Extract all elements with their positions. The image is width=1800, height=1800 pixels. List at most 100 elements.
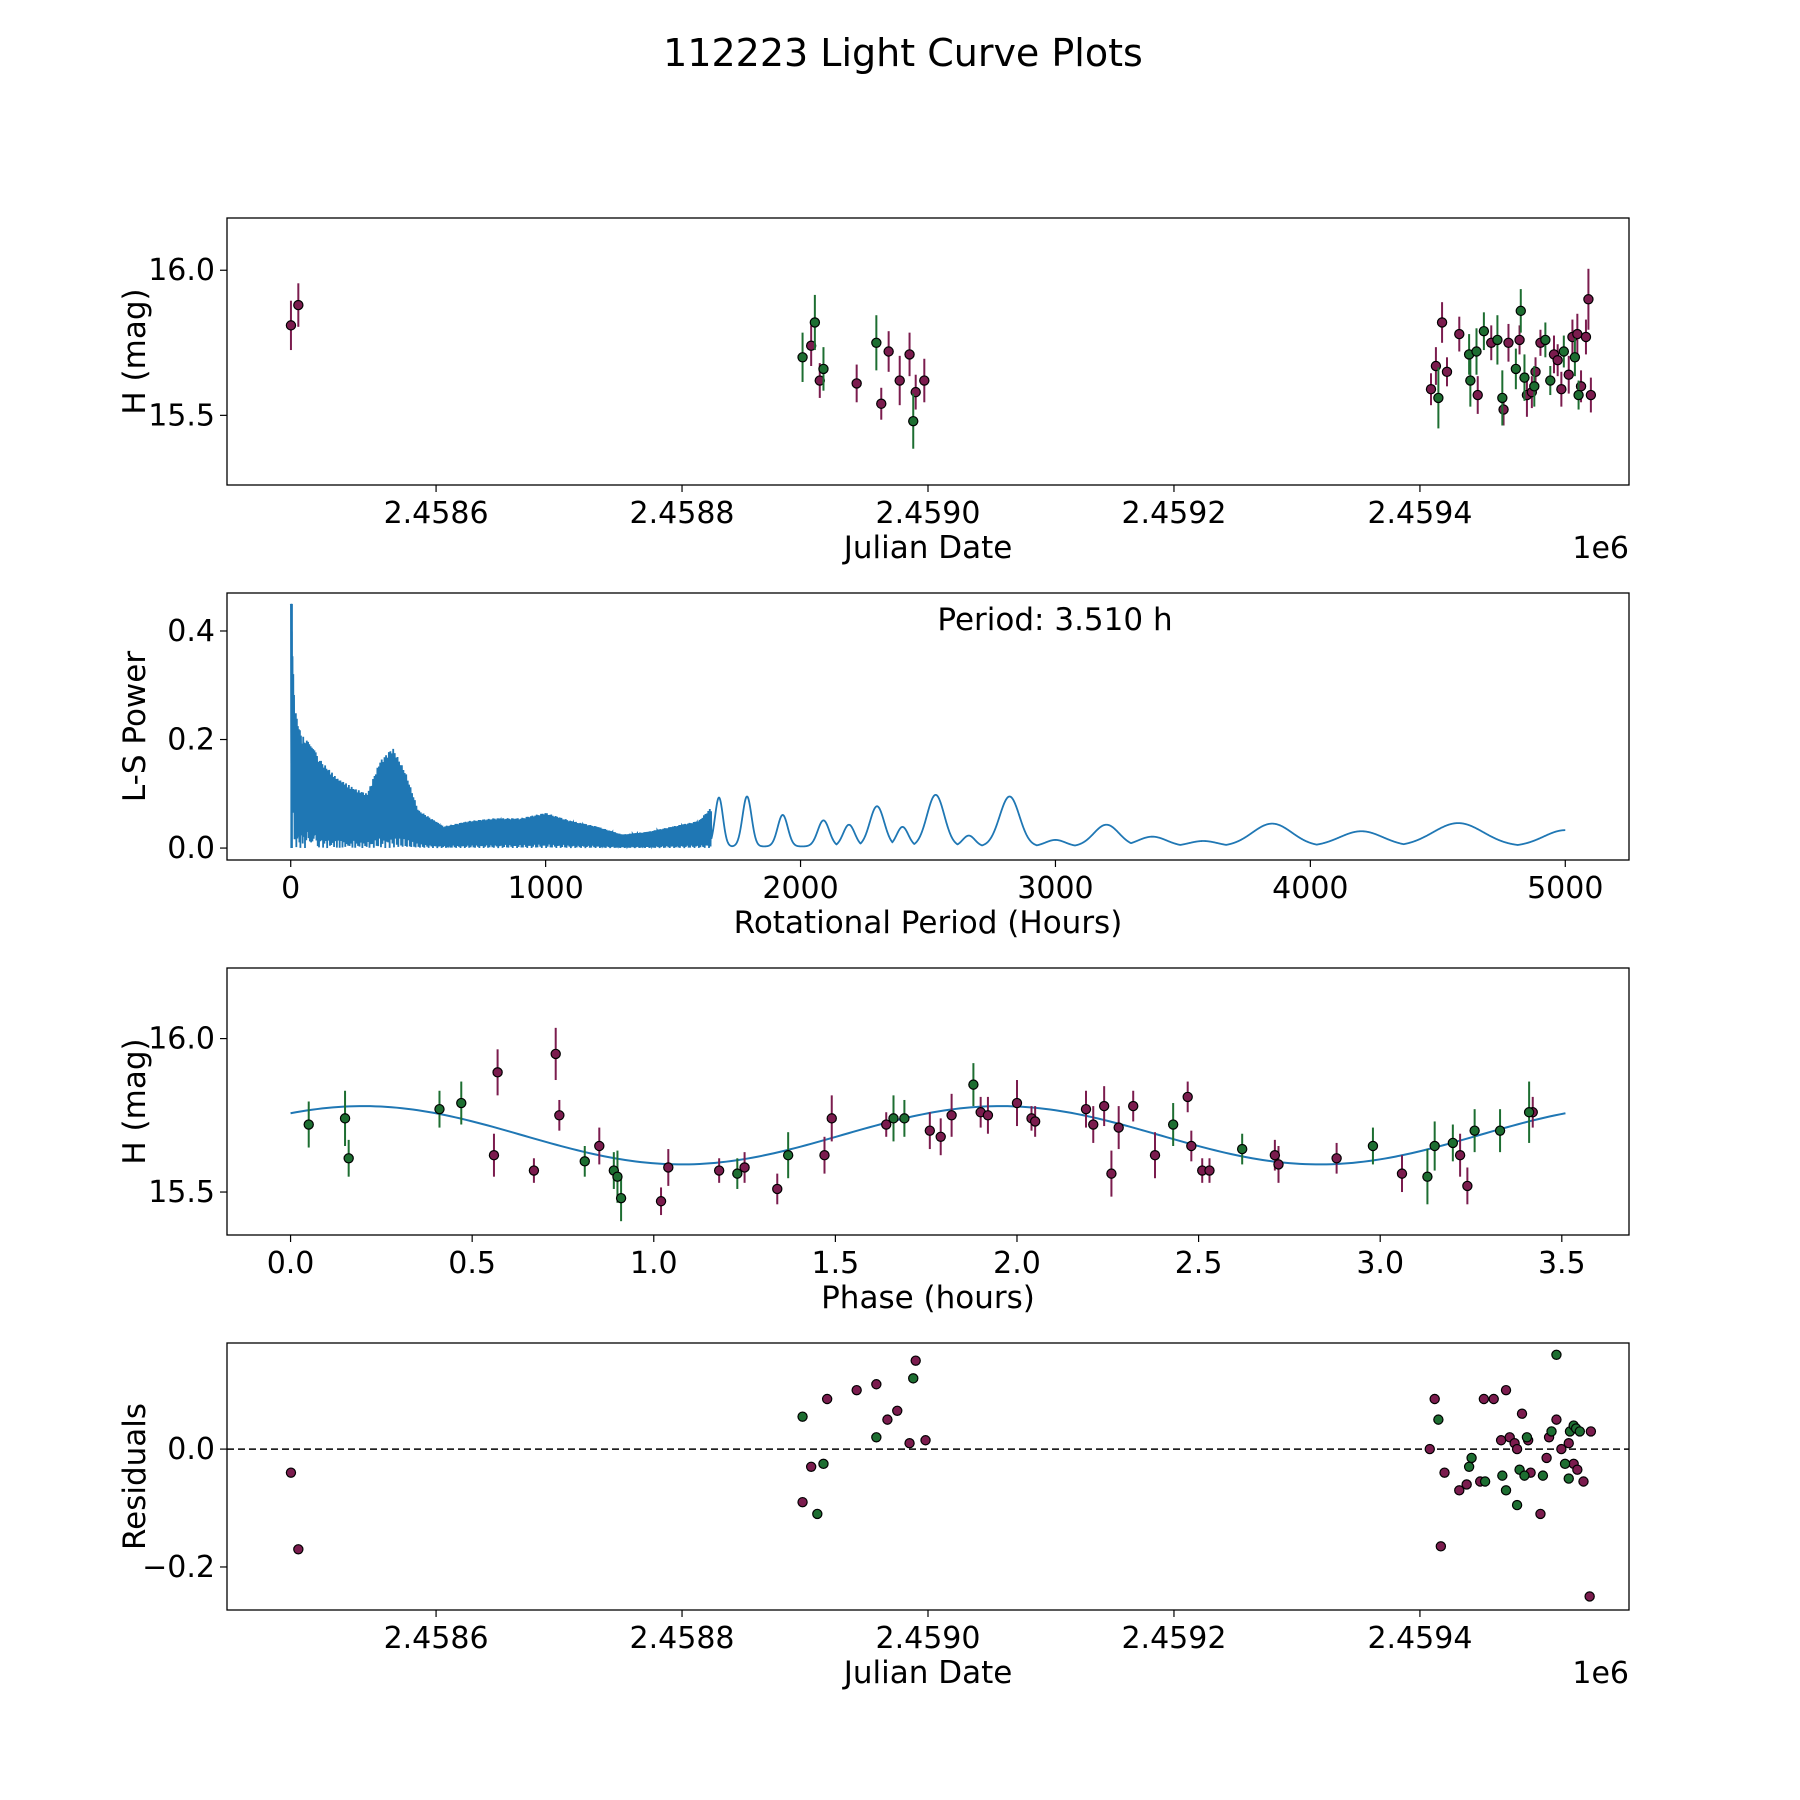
- data-point: [894, 375, 905, 386]
- y-axis-label: H (mag): [117, 288, 153, 414]
- data-point: [1519, 372, 1530, 383]
- x-tick-label: 2.0: [993, 1246, 1041, 1281]
- residuals-plot-area: [227, 1349, 1629, 1602]
- data-point: [1511, 1443, 1523, 1455]
- data-point: [1573, 389, 1584, 401]
- data-point: [1128, 1100, 1139, 1112]
- x-offset-label: 1e6: [1572, 1656, 1629, 1691]
- data-point: [1497, 392, 1508, 404]
- data-point: [881, 1119, 892, 1130]
- x-tick-label: 1.0: [630, 1246, 678, 1281]
- data-point: [1521, 1432, 1533, 1443]
- data-point: [1551, 1349, 1562, 1360]
- x-tick-label: 1.5: [812, 1246, 860, 1281]
- data-point: [871, 1379, 882, 1390]
- x-axis-label: Julian Date: [842, 530, 1013, 566]
- light-curve-series-b: [797, 289, 1584, 449]
- x-offset-label: 1e6: [1572, 531, 1629, 566]
- periodogram-line: [289, 603, 1566, 850]
- data-point: [1454, 1485, 1465, 1496]
- data-point: [935, 1131, 946, 1142]
- data-point: [1433, 392, 1444, 404]
- x-tick-label: 4000: [1272, 871, 1348, 906]
- data-point: [818, 363, 829, 375]
- data-point: [919, 375, 930, 386]
- data-point: [1478, 1393, 1490, 1405]
- period-annotation: Period: 3.510 h: [937, 602, 1172, 638]
- data-point: [554, 1110, 565, 1121]
- data-point: [1585, 1426, 1597, 1437]
- data-point: [293, 299, 304, 311]
- data-point: [528, 1165, 540, 1176]
- data-point: [968, 1079, 979, 1090]
- x-tick-label: 2.4592: [1121, 1621, 1226, 1656]
- data-point: [1559, 1458, 1571, 1470]
- data-point: [1495, 1435, 1507, 1446]
- data-point: [821, 1393, 833, 1405]
- data-point: [579, 1156, 590, 1167]
- data-point: [492, 1067, 503, 1078]
- data-point: [1436, 317, 1448, 328]
- data-point: [812, 1508, 823, 1520]
- data-point: [1447, 1137, 1459, 1149]
- data-point: [1098, 1100, 1110, 1112]
- data-point: [1462, 1180, 1473, 1192]
- data-point: [1541, 1452, 1552, 1464]
- data-point: [892, 1405, 903, 1416]
- data-point: [732, 1168, 743, 1179]
- data-point: [1424, 1443, 1435, 1455]
- data-point: [1273, 1159, 1284, 1170]
- data-point: [1578, 1476, 1589, 1487]
- y-tick-label: 0.4: [167, 614, 215, 649]
- data-point: [550, 1048, 561, 1060]
- x-tick-label: 0.0: [267, 1246, 315, 1281]
- data-point: [1552, 355, 1563, 366]
- data-point: [882, 1414, 893, 1425]
- data-point: [1530, 366, 1541, 378]
- data-point: [456, 1097, 467, 1109]
- data-point: [1269, 1150, 1281, 1161]
- x-tick-label: 0: [281, 871, 300, 906]
- data-point: [1556, 1443, 1567, 1455]
- periodogram-panel: 0 1000 2000 3000 4000 5000 0.0 0.2 0.4 Rotational…: [117, 592, 1630, 941]
- data-point: [851, 378, 862, 389]
- x-tick-label: 2.4592: [1121, 496, 1226, 531]
- y-tick-label: 0.0: [167, 1432, 215, 1467]
- data-point: [818, 1458, 829, 1470]
- data-point: [1494, 1125, 1506, 1136]
- light-curve-series-a: [285, 268, 1597, 426]
- phase-folded-series-a: [488, 1027, 1538, 1216]
- periodogram-axes-frame: [226, 592, 1630, 861]
- data-point: [1514, 334, 1525, 346]
- data-point: [797, 1496, 808, 1508]
- data-point: [1396, 1168, 1408, 1179]
- data-point: [904, 1437, 915, 1449]
- y-tick-label: −0.2: [142, 1550, 215, 1585]
- data-point: [1500, 1384, 1512, 1396]
- x-axis-label: Phase (hours): [821, 1280, 1035, 1316]
- data-point: [1510, 363, 1522, 375]
- data-point: [1498, 404, 1509, 415]
- data-point: [1558, 346, 1570, 357]
- data-point: [851, 1384, 862, 1396]
- y-axis-label: H (mag): [117, 1038, 153, 1164]
- x-tick-label: 3000: [1017, 871, 1093, 906]
- residuals-series-b: [797, 1349, 1586, 1520]
- data-point: [819, 1150, 830, 1161]
- data-point: [1503, 337, 1514, 348]
- data-point: [1500, 1485, 1512, 1496]
- data-point: [1572, 1464, 1583, 1475]
- data-point: [1479, 1476, 1491, 1487]
- data-point: [883, 346, 894, 357]
- light-curve-panel: 2.4586 2.4588 2.4590 2.4592 2.4594 16.0 15.5 Ju…: [117, 217, 1630, 566]
- data-point: [1523, 1107, 1535, 1118]
- data-point: [1429, 1140, 1440, 1152]
- data-point: [1433, 1414, 1444, 1425]
- data-point: [782, 1150, 794, 1161]
- residuals-axes-frame: [226, 1342, 1630, 1611]
- data-point: [797, 352, 808, 363]
- data-point: [1511, 1499, 1523, 1511]
- y-tick-label: 15.5: [148, 398, 215, 433]
- phase-folded-series-b: [303, 1063, 1535, 1222]
